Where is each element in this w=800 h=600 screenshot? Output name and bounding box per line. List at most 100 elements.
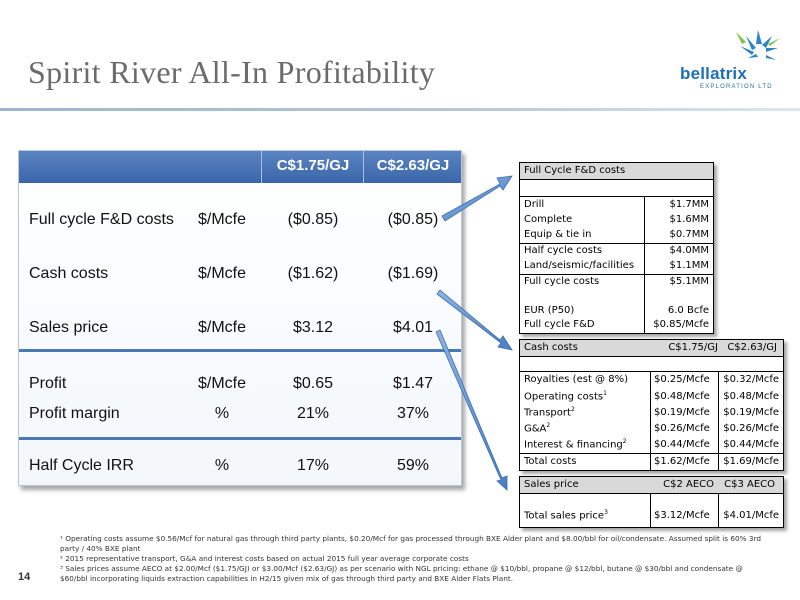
header-divider (261, 151, 262, 183)
row-label: Half Cycle IRR (29, 457, 134, 474)
fd-label: Drill (524, 199, 545, 210)
logo-subtitle: EXPLORATION LTD (700, 84, 773, 90)
row-value-1: $0.65 (292, 375, 334, 392)
row-value-2: 37% (396, 405, 430, 422)
row-label: Cash costs (29, 265, 109, 282)
row-unit: $/Mcfe (197, 265, 246, 282)
row-label: Profit (29, 375, 67, 392)
fd-costs-box: Full Cycle F&D costs Drill $1.7MM Comple… (519, 162, 714, 334)
fd-label: Full cycle costs (524, 276, 600, 287)
cash-value-2: $0.32/Mcfe (723, 374, 779, 385)
fd-value: $1.7MM (669, 199, 709, 210)
cash-value-1: $0.44/Mcfe (654, 439, 710, 450)
cash-value-2: $0.26/Mcfe (723, 423, 779, 434)
row-value-2: 59% (396, 457, 430, 474)
box-divider (520, 371, 783, 372)
cash-label: Interest & financing2 (524, 438, 627, 451)
table-header: C$1.75/GJ C$2.63/GJ (19, 151, 461, 183)
row-label: Profit margin (29, 405, 120, 422)
cash-total-value-1: $1.62/Mcfe (654, 456, 710, 467)
sales-col-1-header: C$2 AECO (663, 479, 714, 490)
cash-label: Royalties (est @ 8%) (524, 374, 628, 385)
cash-label: Transport2 (524, 406, 575, 419)
footnote-3: ³ Sales prices assume AECO at $2.00/Mcf … (60, 564, 743, 583)
header-col-1: C$1.75/GJ (276, 157, 350, 174)
fd-label: Land/seismic/facilities (524, 260, 635, 271)
sales-col-2-header: C$3 AECO (724, 479, 775, 490)
row-unit: % (214, 457, 230, 474)
row-value-1: ($0.85) (287, 211, 339, 228)
bellatrix-logo-icon (736, 30, 780, 60)
box-title: Cash costs (524, 342, 578, 353)
row-value-2: ($1.69) (387, 265, 439, 282)
cash-value-2: $0.19/Mcfe (723, 407, 779, 418)
row-unit: % (214, 405, 230, 422)
sales-price-box: Sales price C$2 AECO C$3 AECO Total sale… (519, 476, 784, 528)
box-column-divider (644, 196, 645, 333)
header-rule (0, 108, 800, 111)
cash-label: Operating costs1 (524, 390, 607, 403)
box-column-divider (718, 494, 719, 527)
fd-value: $5.1MM (669, 276, 709, 287)
box-column-divider (718, 371, 719, 470)
cash-total-value-2: $1.69/Mcfe (723, 456, 779, 467)
box-divider (520, 274, 713, 275)
box-header (520, 340, 783, 357)
fd-value: 6.0 Bcfe (667, 305, 709, 316)
footnote-2: ² 2015 representative transport, G&A and… (60, 554, 469, 563)
page-title: Spirit River All-In Profitability (28, 54, 436, 90)
fd-label: EUR (P50) (524, 305, 575, 316)
row-label: Full cycle F&D costs (29, 211, 174, 228)
sales-value-1: $3.12/Mcfe (654, 510, 710, 521)
page-number: 14 (18, 571, 31, 583)
box-divider (520, 196, 713, 197)
row-value-2: $4.01 (392, 319, 434, 336)
box-column-divider (650, 494, 651, 527)
row-separator (19, 437, 461, 440)
sales-value-2: $4.01/Mcfe (723, 510, 779, 521)
box-header (520, 163, 713, 180)
cash-value-1: $0.48/Mcfe (654, 391, 710, 402)
cash-value-1: $0.26/Mcfe (654, 423, 710, 434)
fd-value: $4.0MM (669, 245, 709, 256)
footnote-1: ¹ Operating costs assume $0.56/Mcf for n… (60, 534, 762, 553)
logo-wordmark: bellatrix (680, 64, 747, 83)
header-col-2: C$2.63/GJ (376, 157, 450, 174)
row-value-2: ($0.85) (387, 211, 439, 228)
cash-label: G&A2 (524, 422, 551, 435)
box-title: Full Cycle F&D costs (524, 165, 626, 176)
cash-costs-box: Cash costs C$1.75/GJ C$2.63/GJ Royalties… (519, 339, 784, 471)
box-divider (520, 453, 783, 454)
cash-col-2-header: C$2.63/GJ (727, 342, 777, 353)
cash-value-1: $0.19/Mcfe (654, 407, 710, 418)
row-value-2: $1.47 (392, 375, 434, 392)
box-title: Sales price (524, 479, 579, 490)
row-value-1: $3.12 (292, 319, 334, 336)
cash-col-1-header: C$1.75/GJ (668, 342, 718, 353)
cash-value-2: $0.48/Mcfe (723, 391, 779, 402)
fd-label: Complete (524, 214, 573, 225)
header-divider (363, 151, 364, 183)
box-header (520, 477, 783, 494)
row-unit: $/Mcfe (197, 211, 246, 228)
row-value-1: 21% (296, 405, 330, 422)
fd-value: $1.1MM (669, 260, 709, 271)
fd-label: Full cycle F&D (524, 319, 595, 330)
box-divider (520, 243, 713, 244)
row-unit: $/Mcfe (197, 375, 246, 392)
row-separator (19, 349, 461, 352)
row-unit: $/Mcfe (197, 319, 246, 336)
fd-value: $1.6MM (669, 214, 709, 225)
cash-value-1: $0.25/Mcfe (654, 374, 710, 385)
fd-value: $0.7MM (669, 229, 709, 240)
sales-label: Total sales price3 (524, 509, 608, 522)
cash-value-2: $0.44/Mcfe (723, 439, 779, 450)
fd-label: Equip & tie in (524, 229, 592, 240)
profitability-table: C$1.75/GJ C$2.63/GJ Full cycle F&D costs… (18, 150, 462, 486)
row-value-1: 17% (296, 457, 330, 474)
fd-value: $0.85/Mcfe (653, 319, 709, 330)
box-column-divider (650, 371, 651, 470)
row-label: Sales price (29, 319, 109, 336)
fd-label: Half cycle costs (524, 245, 603, 256)
footnotes: ¹ Operating costs assume $0.56/Mcf for n… (60, 534, 772, 584)
